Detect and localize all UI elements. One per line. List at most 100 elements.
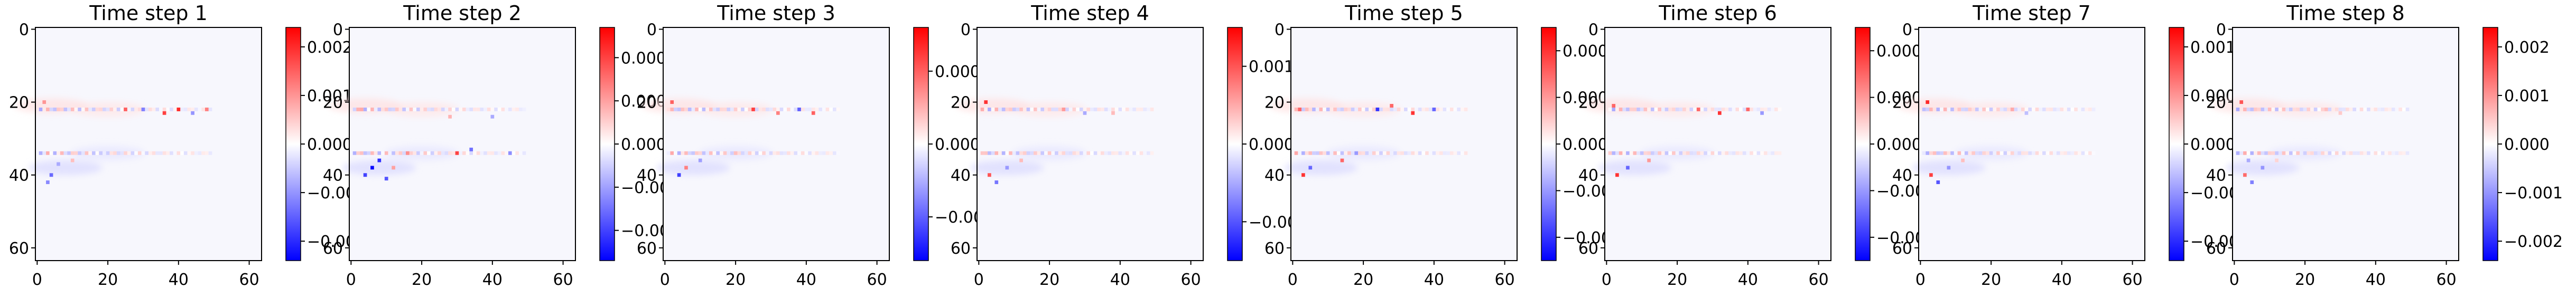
heatmap-cell — [92, 151, 96, 155]
heatmap-cell — [1732, 107, 1736, 111]
heatmap-cell — [1301, 107, 1305, 111]
heatmap-cell — [194, 151, 198, 155]
heatmap-cell — [360, 151, 364, 155]
heatmap-cell — [833, 107, 836, 111]
heatmap-cell — [1732, 151, 1736, 155]
heatmap-cell — [155, 151, 160, 155]
heatmap-cell — [1400, 151, 1404, 155]
heatmap-cell — [1150, 151, 1154, 155]
heatmap-cell — [1404, 151, 1408, 155]
heatmap-cell — [2032, 107, 2035, 111]
heatmap-cell — [2236, 151, 2240, 155]
heatmap-cell — [984, 151, 988, 155]
heatmap-panel-8: Time step 80 20 40 6002040600.0020.0010.000… — [2206, 2, 2563, 289]
heatmap-cell — [2313, 151, 2318, 155]
heatmap-cell — [1771, 107, 1774, 111]
heatmap-cell — [1415, 151, 1418, 155]
heatmap-background — [1291, 27, 1517, 261]
heatmap-cell — [384, 107, 388, 111]
x-tick-label: 40 — [1110, 271, 1130, 289]
heatmap-cell — [173, 151, 177, 155]
x-tick-label: 60 — [1495, 271, 1515, 289]
heatmap-cell — [438, 151, 441, 155]
heatmap-cell — [2271, 107, 2275, 111]
heatmap-cell — [698, 107, 702, 111]
heatmap-cell — [1393, 151, 1397, 155]
heatmap-cell — [469, 107, 473, 111]
heatmap-cell — [145, 151, 148, 155]
heatmap-cell — [1608, 151, 1612, 155]
heatmap-axes-frame — [35, 27, 262, 261]
heatmap-cell — [684, 107, 688, 111]
heatmap-cell — [423, 107, 427, 111]
heatmap-cell — [751, 107, 755, 111]
heatmap-cell — [137, 107, 142, 111]
heatmap-cell — [406, 107, 410, 111]
heatmap-cell — [409, 107, 413, 111]
heatmap-cell — [444, 151, 449, 155]
heatmap-cell — [2032, 151, 2035, 155]
y-tick-label: 20 — [2206, 94, 2226, 112]
heatmap-cell — [790, 107, 794, 111]
heatmap-cell — [519, 107, 523, 111]
heatmap-cell — [1040, 151, 1045, 155]
heatmap-cell — [1351, 151, 1355, 155]
heatmap-cell — [1369, 151, 1372, 155]
panel-title: Time step 7 — [1972, 2, 2091, 25]
heatmap-cell — [1774, 151, 1778, 155]
heatmap-cell — [1940, 151, 1943, 155]
heatmap-cell — [1664, 107, 1669, 111]
heatmap-cell — [81, 151, 85, 155]
heatmap-cell — [1065, 107, 1069, 111]
heatmap-cell — [994, 107, 999, 111]
heatmap-cell — [2053, 151, 2057, 155]
heatmap-cell — [677, 107, 681, 111]
heatmap-cell — [2035, 151, 2039, 155]
heatmap-cell — [67, 151, 71, 155]
heatmap-cell — [720, 151, 723, 155]
panel-title: Time step 6 — [1658, 2, 1777, 25]
heatmap-cell — [402, 107, 406, 111]
heatmap-diffuse-layer — [1898, 98, 2029, 175]
heatmap-cell — [476, 107, 480, 111]
heatmap-cell — [512, 107, 516, 111]
heatmap-cell — [695, 107, 699, 111]
heatmap-cell — [2395, 151, 2399, 155]
heatmap-cell — [1689, 151, 1694, 155]
heatmap-background — [349, 27, 575, 261]
colorbar — [1541, 27, 1557, 261]
heatmap-cell — [1072, 107, 1076, 111]
heatmap-cell — [801, 151, 805, 155]
heatmap-cell — [141, 151, 145, 155]
heatmap-cell — [113, 107, 117, 111]
heatmap-cell — [70, 151, 75, 155]
heatmap-cell — [815, 151, 819, 155]
heatmap-panel-4: Time step 40 20 40 6002040600.0010.000−0.00… — [951, 2, 1307, 289]
heatmap-cell — [1047, 107, 1052, 111]
heatmap-cell — [684, 166, 688, 170]
heatmap-cell — [180, 107, 184, 111]
heatmap-cell — [1428, 151, 1433, 155]
x-tick-label: 40 — [1424, 271, 1444, 289]
y-tick-label: 0 — [333, 21, 343, 39]
heatmap-cell — [1633, 107, 1637, 111]
heatmap-cell — [2261, 107, 2265, 111]
heatmap-cell — [1982, 151, 1986, 155]
heatmap-cell — [2310, 107, 2314, 111]
heatmap-cell — [455, 151, 459, 155]
heatmap-cell — [1714, 151, 1718, 155]
heatmap-cell — [698, 158, 702, 162]
heatmap-cell — [2377, 107, 2381, 111]
heatmap-cell — [374, 107, 378, 111]
heatmap-cell — [1358, 151, 1362, 155]
heatmap-cell — [176, 107, 181, 111]
heatmap-cell — [384, 151, 388, 155]
heatmap-cell — [134, 151, 138, 155]
heatmap-cell — [2250, 180, 2254, 184]
heatmap-cell — [469, 151, 473, 155]
heatmap-cell — [1640, 107, 1644, 111]
heatmap-cell — [194, 107, 198, 111]
heatmap-cell — [490, 151, 495, 155]
heatmap-cell — [409, 151, 413, 155]
heatmap-cell — [1982, 107, 1986, 111]
